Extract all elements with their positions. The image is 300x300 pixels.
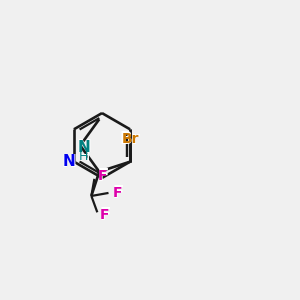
Text: Br: Br xyxy=(120,130,140,148)
Text: H: H xyxy=(78,149,90,164)
Text: N: N xyxy=(61,153,76,171)
Text: F: F xyxy=(113,184,124,202)
Text: F: F xyxy=(98,169,107,183)
Text: N: N xyxy=(62,154,75,169)
Text: H: H xyxy=(79,150,88,163)
Text: Br: Br xyxy=(121,132,139,146)
Text: F: F xyxy=(100,206,111,224)
Text: N: N xyxy=(77,140,90,154)
Text: N: N xyxy=(76,138,91,156)
Text: F: F xyxy=(113,186,122,200)
Text: F: F xyxy=(100,208,109,222)
Text: F: F xyxy=(98,167,110,185)
